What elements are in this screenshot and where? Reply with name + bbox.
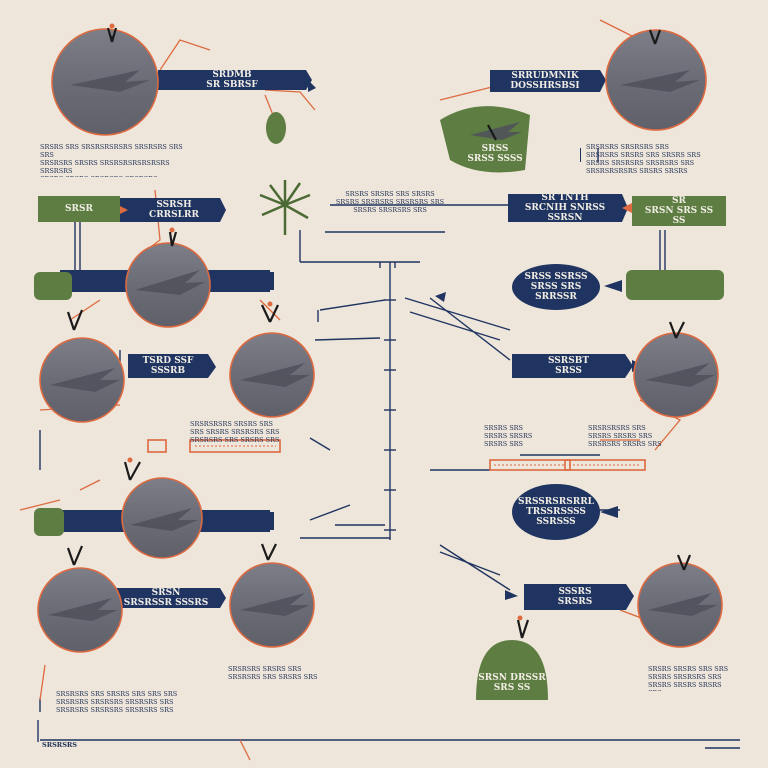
banner-left-center-label: TSRD SSF SSSRB [142,356,194,376]
banner-mid-right-label: SR TNTH SRCNIH SNRSS SSRSN [524,194,606,222]
banner-top-right-label: SRRUDMNIK DOSSHRSBSI [510,71,580,91]
green-shapes [34,106,726,700]
photo-circles [37,28,723,653]
banner-bottom-left-label: SRSN SRSRSSR SSSRS [123,588,209,608]
text-block-mid-center-left: SRSRSRSRS SRSRS SRS SRS SRSRS SRSRSRS SR… [190,420,280,444]
banner-top-left-label: SRDMB SR SBRSF [206,70,258,90]
text-block-top-right: SRSRSRS SRSRSRS SRS SRSRSRS SRSRS SRS SR… [586,143,701,175]
text-block-bottom-right: SRSRS SRSRS SRS SRS SRSRS SRSRSRS SRS SR… [648,665,729,691]
plane-silhouettes [48,70,718,621]
text-block-mid-center-right-a: SRSRS SRS SRSRS SRSRS SRSRS SRS [484,424,533,448]
banner-bottom-right-label: SSSRS SRSRS [557,587,593,607]
text-block-top-left: SRSRS SRS SRSRSRSRSRS SRSRSRS SRS SRS SR… [40,143,183,177]
palm-tree-icon [259,180,311,235]
text-block-mid-center-right-b: SRSRSRSRS SRS SRSRS SRSRS SRS SRSRSRS SR… [588,424,662,448]
text-block-top-center: SRSRS SRSRS SRS SRSRS SRSRS SRSRSRS SRSR… [335,190,445,214]
green-top-right-label: SRSS SRSS SSSS [467,144,523,164]
oval-upper-right-label: SRSS SSRSS SRSS SRS SRRSSR [524,272,588,302]
banner-right-center-label: SSRSBT SRSS [547,356,590,376]
figure-accents [109,23,523,621]
connector-lines [37,148,740,749]
green-bottom-right-label: SRSN DRSSR SRS SS [478,673,546,693]
orange-bar-ticks [195,445,641,466]
text-block-footer-left: SRSRSRS [42,741,77,749]
figure-icons [66,27,692,639]
banner-mid-left-label: SSRSH CRRSLRR [149,200,199,220]
text-block-bottom-left: SRSRSRS SRS SRSRS SRS SRS SRS SRSRSRS SR… [56,690,178,714]
text-block-bottom-center: SRSRSRS SRSRS SRS SRSRSRS SRS SRSRS SRS [228,665,318,681]
oval-lower-right-label: SRSSRSRSRRL TRSSRSSSS SSRSSS [517,497,595,527]
green-right-label: SR SRSN SRS SS SS [644,196,714,226]
green-left-label: SRSR [65,204,93,214]
